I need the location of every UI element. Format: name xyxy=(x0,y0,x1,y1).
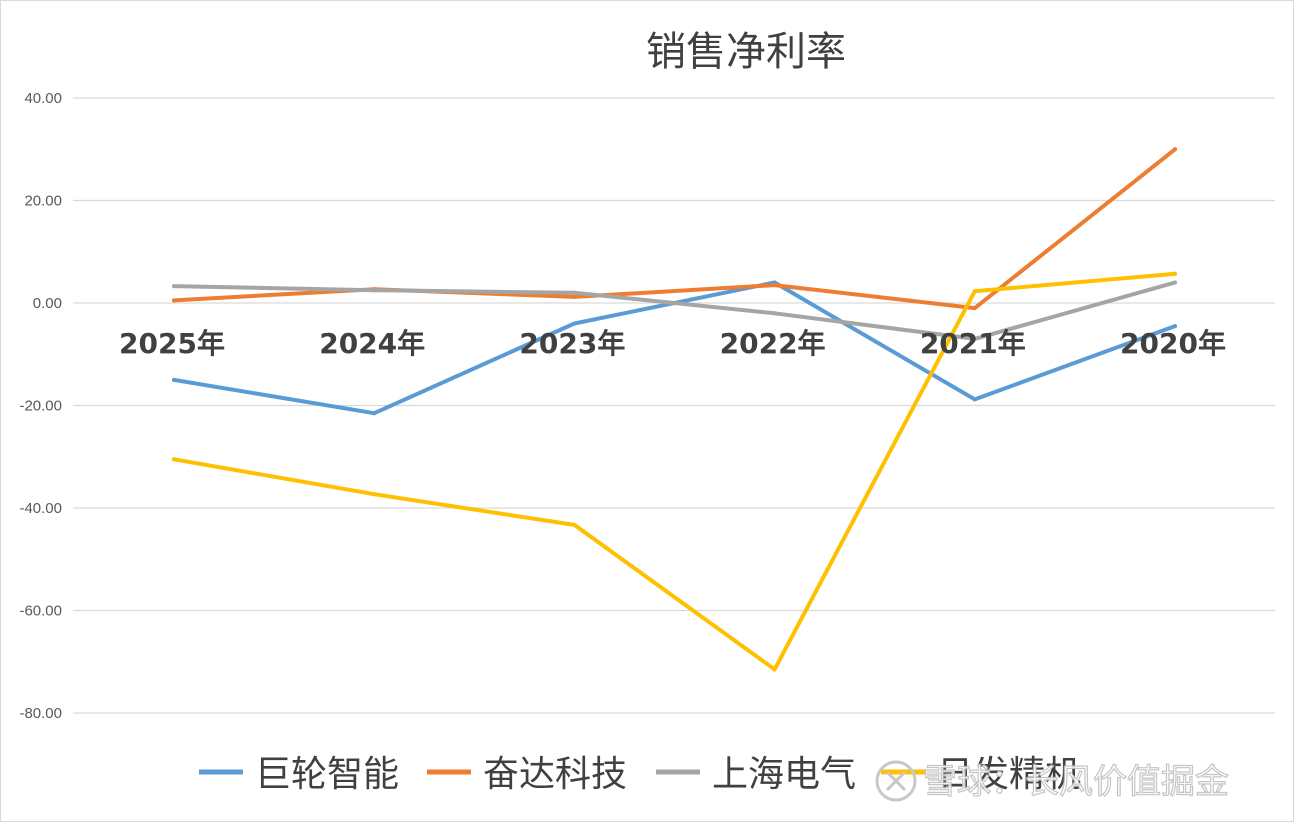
data-point xyxy=(372,288,377,293)
data-point xyxy=(572,290,577,295)
x-tick-label: 2024年 xyxy=(319,327,425,360)
series-line xyxy=(172,280,1177,341)
series-4 xyxy=(172,271,1177,672)
gridlines xyxy=(73,97,1275,714)
legend: 巨轮智能 奋达科技 上海电气 日发精机 xyxy=(199,754,1081,795)
legend-item: 上海电气 xyxy=(656,754,856,795)
data-point xyxy=(972,306,977,311)
data-point xyxy=(1173,280,1177,285)
y-tick-label: -20.00 xyxy=(19,398,62,415)
data-point xyxy=(172,298,176,303)
x-axis-ticks: 2025年 2024年 2023年 2022年 2021年 2020年 xyxy=(119,327,1226,360)
y-tick-label: -60.00 xyxy=(19,603,62,620)
data-point xyxy=(572,522,577,527)
y-tick-label: 0.00 xyxy=(33,295,62,312)
legend-item: 巨轮智能 xyxy=(199,754,399,795)
data-point xyxy=(772,667,777,672)
series-line xyxy=(172,271,1177,672)
data-point xyxy=(1173,271,1177,276)
x-tick-label: 2021年 xyxy=(920,327,1026,360)
data-point xyxy=(972,397,977,402)
series-lines xyxy=(172,147,1177,672)
x-tick-label: 2020年 xyxy=(1120,327,1226,360)
data-point xyxy=(572,321,577,326)
data-point xyxy=(972,289,977,294)
series-3 xyxy=(172,280,1177,341)
x-tick-label: 2025年 xyxy=(119,327,225,360)
data-point xyxy=(372,411,377,416)
y-axis-ticks: 40.00 20.00 0.00 -20.00 -40.00 -60.00 -80.00 xyxy=(19,90,62,722)
y-tick-label: 40.00 xyxy=(24,90,62,107)
y-tick-label: -80.00 xyxy=(19,705,62,722)
x-tick-label: 2023年 xyxy=(519,327,625,360)
watermark-text: 雪球：长风价值掘金 xyxy=(923,762,1229,802)
data-point xyxy=(172,284,176,289)
data-point xyxy=(172,457,176,462)
x-tick-label: 2022年 xyxy=(720,327,826,360)
y-tick-label: -40.00 xyxy=(19,500,62,517)
data-point xyxy=(772,283,777,288)
watermark: 雪球：长风价值掘金 xyxy=(875,760,1230,803)
watermark-logo-cross-icon xyxy=(885,770,907,792)
legend-label: 日发精机 xyxy=(937,754,1081,795)
watermark-logo-icon xyxy=(875,760,917,802)
chart-title: 销售净利率 xyxy=(646,29,846,75)
legend-label: 奋达科技 xyxy=(483,754,627,795)
data-point xyxy=(1173,147,1177,152)
data-point xyxy=(172,377,176,382)
legend-item: 奋达科技 xyxy=(427,754,627,795)
data-point xyxy=(972,336,977,341)
legend-label: 上海电气 xyxy=(712,754,856,795)
y-tick-label: 20.00 xyxy=(24,193,62,210)
data-point xyxy=(372,492,377,497)
legend-label: 巨轮智能 xyxy=(255,754,399,795)
series-line xyxy=(172,147,1177,311)
data-point xyxy=(1173,324,1177,329)
data-point xyxy=(572,294,577,299)
data-point xyxy=(772,311,777,316)
